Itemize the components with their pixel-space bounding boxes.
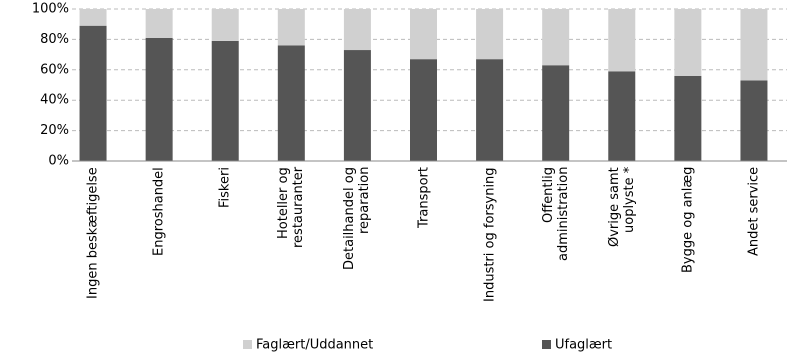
y-tick-label: 20% bbox=[40, 123, 69, 138]
x-tick-label: Bygge og anlæg bbox=[680, 167, 696, 274]
bar-segment bbox=[79, 9, 107, 26]
x-tick-label: Fiskeri bbox=[217, 167, 233, 208]
bar-segment bbox=[277, 45, 305, 162]
x-tick-label: Engroshandel bbox=[151, 167, 167, 256]
x-tick-label: Detailhandel og reparation bbox=[342, 167, 373, 270]
bar-segment bbox=[343, 9, 371, 51]
bar-segment bbox=[740, 80, 768, 161]
y-tick-label: 60% bbox=[40, 62, 69, 77]
y-tick-label: 80% bbox=[40, 32, 69, 47]
bar-segment bbox=[211, 40, 239, 161]
bar-segment bbox=[476, 59, 504, 161]
y-tick-label: 40% bbox=[40, 93, 69, 108]
bar-segment bbox=[343, 50, 371, 161]
bar-segment bbox=[674, 9, 702, 76]
y-tick-label: 0% bbox=[48, 154, 69, 169]
bar-segment bbox=[608, 71, 636, 161]
bar-segment bbox=[79, 25, 107, 161]
x-tick-label: Hoteller og restauranter bbox=[276, 167, 307, 249]
legend-swatch bbox=[542, 340, 551, 349]
bar-segment bbox=[740, 9, 768, 81]
bar-segment bbox=[211, 9, 239, 41]
x-tick-label: Industri og forsyning bbox=[482, 167, 498, 302]
legend-label: Faglært/Uddannet bbox=[256, 338, 373, 352]
x-tick-label: Ingen beskæftigelse bbox=[85, 167, 101, 299]
bar-segment bbox=[476, 9, 504, 60]
legend-label: Ufaglært bbox=[555, 338, 612, 352]
bar-segment bbox=[542, 65, 570, 161]
bar-segment bbox=[145, 37, 173, 161]
x-tick-label: Transport bbox=[416, 167, 431, 229]
x-tick-label: Andet service bbox=[746, 167, 762, 257]
bar-segment bbox=[410, 9, 437, 60]
bar-segment bbox=[674, 75, 702, 161]
legend-swatch bbox=[243, 340, 252, 349]
bar-segment bbox=[277, 9, 305, 46]
y-tick-label: 100% bbox=[32, 2, 69, 17]
x-tick-label: Offentlig administration bbox=[540, 167, 571, 262]
bar-segment bbox=[608, 9, 636, 72]
bar-segment bbox=[145, 9, 173, 38]
bar-segment bbox=[410, 59, 437, 161]
x-tick-label: Øvrige samt uoplyste * bbox=[606, 167, 637, 247]
bar-segment bbox=[542, 9, 570, 66]
